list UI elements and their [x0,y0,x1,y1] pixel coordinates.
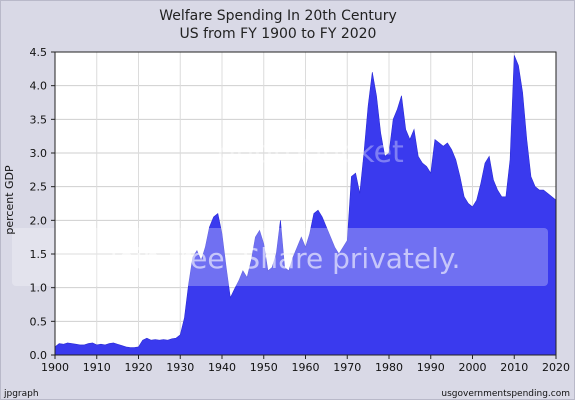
x-tick-label: 2000 [459,361,487,374]
y-tick-label: 0.5 [30,315,48,328]
data-area [54,55,557,356]
x-tick-label: 1970 [333,361,361,374]
y-tick-label: 2.5 [30,181,48,194]
y-tick-label: 3.5 [30,113,48,126]
x-tick-label: 1990 [417,361,445,374]
watermark-banner [12,228,548,286]
x-tick-label: 1900 [41,361,69,374]
y-axis: 0.0 0.5 1.0 1.5 2.0 2.5 3.0 3.5 4.0 4.5 [30,46,55,362]
x-tick-label: 1940 [208,361,236,374]
watermark: photobucket Join free. Share privately. [12,135,548,286]
y-tick-label: 4.0 [30,80,48,93]
footer-credit-source: usgovernmentspending.com [441,389,570,399]
x-tick-label: 1960 [292,361,320,374]
x-tick-label: 1950 [250,361,278,374]
y-axis-label: percent GDP [3,165,16,235]
x-tick-label: 1930 [166,361,194,374]
watermark-text-banner: Join free. Share privately. [108,242,461,275]
footer-credit-jpgraph: jpgraph [3,389,39,399]
watermark-text-top: photobucket [216,135,404,170]
y-tick-label: 3.0 [30,147,48,160]
x-tick-label: 1980 [375,361,403,374]
y-tick-label: 4.5 [30,46,48,59]
y-tick-label: 1.5 [30,248,48,261]
chart-title: Welfare Spending In 20th Century [159,8,397,24]
x-tick-label: 2020 [542,361,570,374]
chart-subtitle: US from FY 1900 to FY 2020 [180,26,377,42]
y-tick-label: 1.0 [30,282,48,295]
x-tick-label: 1920 [125,361,153,374]
x-tick-label: 2010 [500,361,528,374]
y-tick-label: 2.0 [30,214,48,227]
x-tick-label: 1910 [83,361,111,374]
x-axis: 1900 1910 1920 1930 1940 1950 1960 1970 1980 1990… [41,355,570,374]
y-tick-label: 0.0 [30,349,48,362]
